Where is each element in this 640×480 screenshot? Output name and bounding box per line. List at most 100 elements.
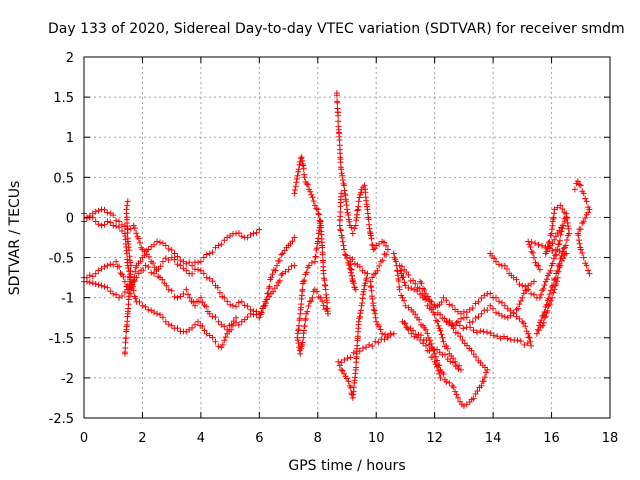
data-point <box>306 262 312 269</box>
data-point <box>439 351 446 358</box>
data-point <box>273 282 280 289</box>
data-point <box>113 258 120 265</box>
data-point <box>501 302 508 309</box>
data-point <box>470 351 477 358</box>
data-point <box>533 330 540 337</box>
data-point <box>381 239 387 246</box>
data-point <box>312 253 319 260</box>
data-point <box>319 298 326 305</box>
y-axis-label: SDTVAR / TECUs <box>7 181 23 296</box>
data-point <box>528 342 535 349</box>
data-point <box>557 262 564 269</box>
data-point <box>124 235 131 242</box>
y-tick-label: 1.5 <box>53 91 74 106</box>
data-point <box>401 279 408 286</box>
data-point <box>121 278 128 285</box>
data-point <box>113 223 120 230</box>
data-point <box>574 178 581 185</box>
data-point <box>355 203 362 210</box>
data-point <box>359 267 366 274</box>
data-point <box>123 335 129 341</box>
data-point <box>440 294 447 301</box>
data-point <box>475 313 482 320</box>
data-point <box>352 222 359 229</box>
data-point <box>348 224 355 231</box>
data-point <box>547 267 554 274</box>
data-point <box>504 335 511 342</box>
data-point <box>174 261 181 268</box>
data-point <box>452 329 459 336</box>
data-point <box>253 229 260 236</box>
data-point <box>539 242 545 249</box>
data-point <box>345 378 352 385</box>
data-point <box>174 325 181 332</box>
data-point <box>359 345 366 352</box>
data-point <box>256 226 263 233</box>
data-point <box>310 288 317 295</box>
data-point <box>300 278 307 285</box>
data-point <box>363 275 370 282</box>
data-point <box>401 297 407 304</box>
data-point <box>189 324 196 331</box>
data-point <box>401 266 408 273</box>
data-point <box>174 294 181 301</box>
data-points <box>81 90 593 409</box>
data-point <box>422 296 429 303</box>
data-point <box>275 279 282 286</box>
data-point <box>195 298 202 305</box>
data-point <box>370 302 377 309</box>
data-point <box>469 318 476 325</box>
data-point <box>372 314 379 321</box>
data-point <box>484 329 490 336</box>
data-point <box>493 294 499 301</box>
data-point <box>351 284 358 291</box>
data-point <box>195 318 201 325</box>
data-point <box>266 283 273 290</box>
data-point <box>480 328 487 335</box>
data-point <box>293 176 300 182</box>
data-point <box>528 248 535 255</box>
data-point <box>490 305 497 312</box>
data-point <box>349 230 356 237</box>
data-point <box>215 318 222 325</box>
data-point <box>374 321 381 328</box>
data-point <box>417 336 424 343</box>
data-point <box>296 322 302 329</box>
data-point <box>185 291 191 298</box>
x-tick-label: 2 <box>138 431 146 446</box>
data-point <box>575 232 582 239</box>
data-point <box>521 341 528 348</box>
chart-title: Day 133 of 2020, Sidereal Day-to-day VTE… <box>48 21 625 37</box>
data-point <box>472 315 479 321</box>
data-point <box>195 259 201 266</box>
data-point <box>298 155 304 162</box>
data-point <box>577 246 584 253</box>
data-point <box>338 190 345 197</box>
data-point <box>304 181 311 188</box>
data-point <box>86 213 93 219</box>
data-point <box>435 367 442 374</box>
data-point <box>542 303 549 310</box>
data-point <box>579 250 586 256</box>
data-point <box>549 260 556 267</box>
data-point <box>542 244 549 251</box>
data-point <box>538 291 544 298</box>
data-point <box>558 258 565 264</box>
data-point <box>343 252 349 259</box>
data-point <box>417 291 424 298</box>
data-point <box>531 291 537 298</box>
data-point <box>230 302 236 309</box>
data-point <box>550 289 557 296</box>
data-point <box>421 286 428 293</box>
data-point <box>334 99 341 106</box>
data-point <box>131 225 138 231</box>
data-point <box>119 293 125 299</box>
data-point <box>157 311 163 318</box>
data-point <box>377 258 384 265</box>
data-point <box>379 330 386 337</box>
data-point <box>269 271 276 278</box>
data-point <box>434 363 440 370</box>
data-point <box>557 231 564 238</box>
data-point <box>95 281 102 288</box>
